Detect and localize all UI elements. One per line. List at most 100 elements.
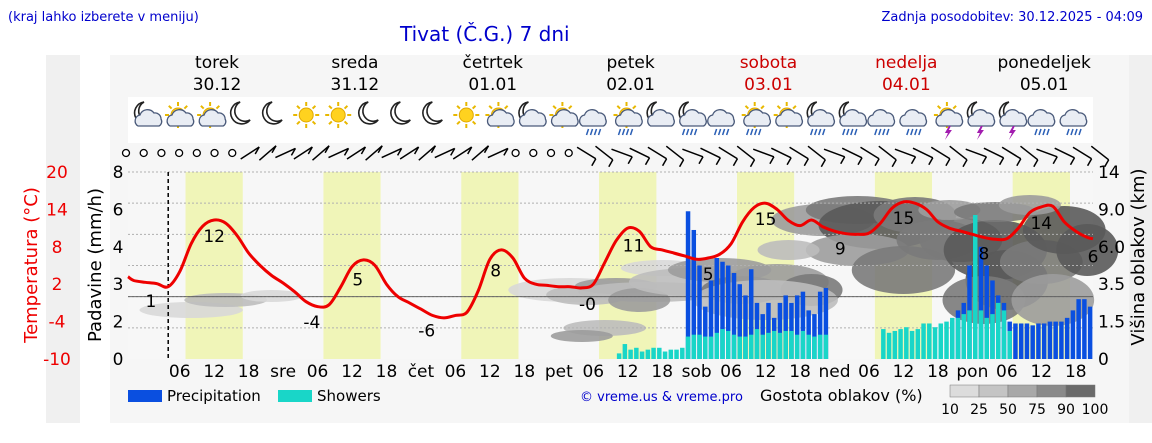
wind-barb-flag (998, 157, 1005, 166)
cloud-shape (899, 109, 928, 127)
moon-thunder-icon (966, 101, 996, 140)
legend-showers-swatch (278, 390, 312, 402)
copyright-link[interactable]: © vreme.us & vreme.pro (580, 390, 743, 405)
wind-barb-flag (343, 148, 350, 156)
cloud-shape (1027, 109, 1056, 127)
wind-barb (346, 146, 366, 160)
rain-drop (1066, 128, 1070, 136)
wind-barb-flag (377, 145, 383, 154)
day-name: sreda (331, 53, 378, 73)
rain-drop (821, 128, 826, 136)
showers-bar (944, 321, 949, 359)
rain-drop (842, 128, 846, 136)
showers-bar (662, 351, 668, 359)
showers-bar (771, 330, 777, 359)
x-tick-label: 12 (341, 362, 363, 382)
sun-ray (471, 120, 477, 125)
precipitation-bar (743, 295, 748, 359)
precipitation-bar (1076, 299, 1081, 359)
wind-barb (399, 146, 420, 160)
wind-calm-marker (192, 148, 201, 158)
weather-icons (128, 97, 1093, 143)
rain-drop (906, 128, 910, 136)
showers-bar (668, 349, 674, 359)
x-tick-label: 06 (445, 362, 467, 382)
legend-showers-label: Showers (317, 387, 381, 405)
daylight-band (185, 172, 243, 359)
cloud-sun-icon (549, 102, 579, 128)
x-tick-label: sre (270, 362, 296, 382)
sun-ray (328, 105, 333, 110)
wind-barb-flag (1086, 158, 1093, 167)
showers-bar (748, 334, 754, 359)
temperature-line (127, 200, 1094, 320)
x-tick-label: 06 (582, 362, 604, 382)
rain-drop (593, 128, 598, 136)
wind-barb (381, 147, 402, 159)
precipitation-bar (748, 269, 754, 359)
x-tick-label: 18 (651, 362, 673, 382)
cloud-shape (839, 109, 868, 127)
rain-drop (717, 128, 722, 136)
x-tick-label: čet (408, 362, 435, 382)
cloud-shape (999, 109, 1028, 127)
wind-barb (665, 145, 685, 161)
cloud-height-tick: 0 (1098, 350, 1109, 370)
moon-icon (422, 101, 443, 125)
x-tick-label: ned (819, 362, 851, 382)
wind-barb (860, 146, 880, 160)
moon-icon (261, 101, 283, 125)
showers-bar (789, 330, 794, 359)
day-date: 30.12 (193, 75, 242, 95)
precipitation-bar (714, 258, 720, 359)
sun-ray (215, 105, 221, 110)
sun-ray (744, 105, 750, 110)
showers-bar (685, 336, 691, 359)
showers-bar (726, 330, 731, 359)
precipitation-bar (731, 272, 737, 359)
cloud-height-tick: 3.5 (1098, 275, 1125, 295)
precipitation-bar (823, 287, 829, 359)
showers-bar (927, 323, 932, 359)
showers-bar (720, 329, 725, 359)
precipitation-bar (766, 302, 771, 359)
cloud-cover-blob (240, 290, 303, 302)
cloud-shape (707, 109, 735, 127)
temperature-label: -4 (303, 313, 320, 333)
rain-drop (886, 128, 890, 136)
wind-barb-flag (732, 158, 739, 167)
wind-barb-flag (1033, 159, 1039, 168)
sun-rain-icon (741, 102, 772, 136)
sun-ray (456, 105, 461, 110)
precipitation-tick: 4 (113, 238, 124, 258)
showers-bar (932, 327, 938, 359)
showers-bar (794, 334, 800, 359)
precipitation-bar (1024, 323, 1030, 359)
sun-ray (456, 120, 461, 125)
x-tick-label: 12 (1030, 362, 1052, 382)
showers-bar (708, 336, 714, 359)
day-date: 01.01 (468, 75, 517, 95)
showers-bar (886, 332, 892, 359)
sun-ray (200, 105, 205, 110)
left-panel (46, 55, 80, 423)
wind-barb (878, 145, 897, 161)
showers-bar (766, 332, 771, 359)
rain-drop (914, 128, 918, 136)
sun-ray (296, 120, 301, 125)
day-date: 02.01 (606, 75, 655, 95)
precipitation-bar (697, 265, 702, 359)
rain-drop (749, 128, 754, 136)
region-hint[interactable]: (kraj lahko izberete v meniju) (8, 10, 199, 25)
precipitation-bar (1013, 323, 1018, 359)
precipitation-bar (978, 246, 984, 359)
wind-calm-marker (139, 148, 148, 158)
rain-drop (753, 128, 758, 136)
moon-icon (229, 101, 251, 125)
rain-drop (850, 128, 854, 136)
cloud-cover-blob (608, 288, 671, 312)
wind-calm-marker (546, 148, 556, 158)
density-tick: 25 (970, 402, 988, 418)
rain-drop (918, 128, 922, 136)
showers-bar (892, 330, 898, 359)
